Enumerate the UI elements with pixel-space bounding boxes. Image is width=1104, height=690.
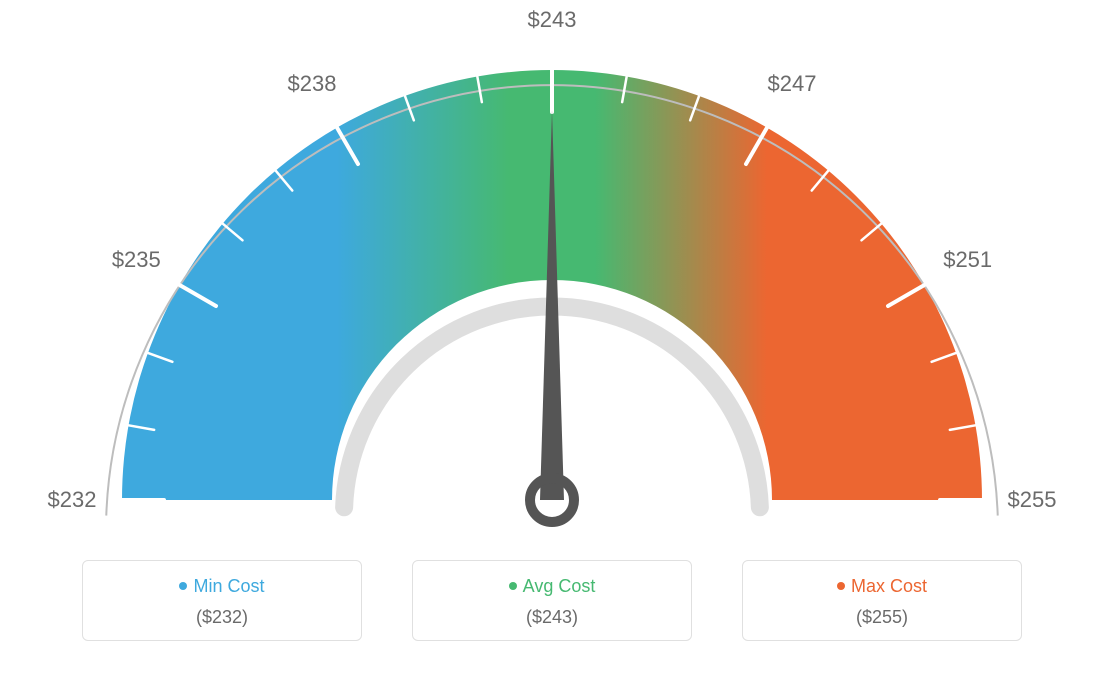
legend-card-avg: Avg Cost ($243) xyxy=(412,560,692,641)
gauge-svg xyxy=(0,0,1104,560)
gauge-tick-label: $247 xyxy=(768,71,817,97)
legend-value-avg: ($243) xyxy=(413,607,691,628)
gauge-chart: $232 $235 $238 $243 $247 $251 $255 xyxy=(0,0,1104,560)
gauge-tick-label: $255 xyxy=(1008,487,1057,513)
legend-card-max: Max Cost ($255) xyxy=(742,560,1022,641)
legend-value-max: ($255) xyxy=(743,607,1021,628)
legend-dot-max xyxy=(837,582,845,590)
gauge-tick-label: $232 xyxy=(48,487,97,513)
gauge-tick-label: $251 xyxy=(943,247,992,273)
gauge-tick-label: $235 xyxy=(112,247,161,273)
legend-value-min: ($232) xyxy=(83,607,361,628)
legend-row: Min Cost ($232) Avg Cost ($243) Max Cost… xyxy=(0,560,1104,641)
legend-title-min: Min Cost xyxy=(83,575,361,597)
gauge-tick-label: $238 xyxy=(288,71,337,97)
gauge-tick-label: $243 xyxy=(528,7,577,33)
legend-dot-avg xyxy=(509,582,517,590)
legend-card-min: Min Cost ($232) xyxy=(82,560,362,641)
legend-title-text-avg: Avg Cost xyxy=(523,576,596,596)
legend-title-text-min: Min Cost xyxy=(193,576,264,596)
legend-dot-min xyxy=(179,582,187,590)
legend-title-avg: Avg Cost xyxy=(413,575,691,597)
legend-title-max: Max Cost xyxy=(743,575,1021,597)
legend-title-text-max: Max Cost xyxy=(851,576,927,596)
